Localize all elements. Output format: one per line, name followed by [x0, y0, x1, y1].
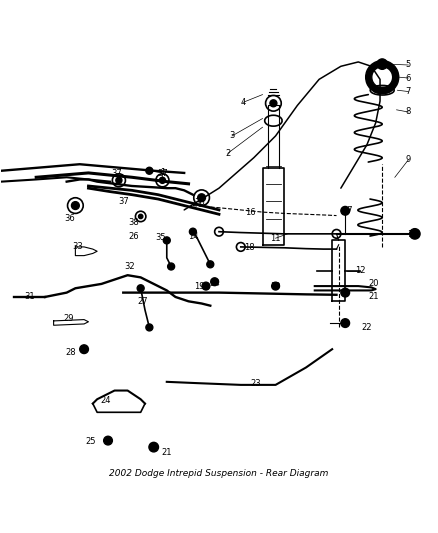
- Circle shape: [202, 282, 210, 290]
- Text: 12: 12: [355, 266, 366, 276]
- Text: 18: 18: [244, 243, 255, 252]
- Circle shape: [149, 442, 159, 452]
- Circle shape: [207, 261, 214, 268]
- Circle shape: [168, 263, 175, 270]
- Circle shape: [341, 319, 350, 327]
- Text: 21: 21: [368, 292, 379, 301]
- Text: 23: 23: [251, 378, 261, 387]
- Text: 38: 38: [129, 219, 140, 228]
- Text: 34: 34: [209, 279, 220, 287]
- Text: 31: 31: [25, 293, 35, 302]
- Text: 35: 35: [155, 233, 166, 242]
- Circle shape: [341, 206, 350, 215]
- Text: 26: 26: [129, 231, 139, 240]
- Text: 19: 19: [270, 282, 281, 292]
- Text: 22: 22: [362, 323, 372, 332]
- Polygon shape: [53, 320, 88, 325]
- Circle shape: [211, 278, 219, 286]
- Text: 16: 16: [245, 207, 256, 216]
- Circle shape: [272, 282, 279, 290]
- Circle shape: [198, 194, 205, 201]
- Text: 32: 32: [124, 262, 135, 271]
- Text: 9: 9: [406, 156, 411, 164]
- Circle shape: [410, 229, 420, 239]
- Circle shape: [377, 59, 388, 69]
- Text: 27: 27: [138, 297, 148, 306]
- Text: 19: 19: [194, 281, 205, 290]
- Circle shape: [270, 100, 277, 107]
- Circle shape: [137, 285, 144, 292]
- Text: 20: 20: [368, 279, 379, 287]
- Circle shape: [138, 214, 143, 219]
- Text: 4: 4: [240, 98, 246, 107]
- Circle shape: [163, 237, 170, 244]
- Text: 8: 8: [406, 108, 411, 117]
- Wedge shape: [366, 61, 399, 94]
- Text: 37: 37: [111, 169, 122, 178]
- Circle shape: [116, 177, 122, 183]
- Circle shape: [146, 324, 153, 331]
- Text: 11: 11: [270, 233, 281, 243]
- Circle shape: [80, 345, 88, 353]
- Text: 3: 3: [230, 132, 235, 140]
- Text: 1: 1: [160, 168, 165, 177]
- Polygon shape: [75, 247, 97, 256]
- Text: 5: 5: [406, 60, 411, 69]
- Circle shape: [159, 177, 166, 183]
- Text: 17: 17: [342, 206, 353, 215]
- Text: 25: 25: [85, 437, 96, 446]
- Text: 14: 14: [187, 231, 198, 240]
- Text: 2: 2: [225, 149, 230, 158]
- Circle shape: [189, 228, 196, 235]
- Text: 24: 24: [101, 396, 111, 405]
- Text: 28: 28: [66, 348, 76, 357]
- Circle shape: [71, 201, 79, 209]
- Circle shape: [104, 436, 113, 445]
- Circle shape: [341, 288, 350, 297]
- Text: 33: 33: [72, 243, 83, 252]
- Text: 6: 6: [406, 74, 411, 83]
- Text: 37: 37: [157, 169, 168, 178]
- Text: 37: 37: [118, 197, 129, 206]
- Text: 10: 10: [407, 230, 418, 239]
- Text: 29: 29: [64, 314, 74, 323]
- Text: 7: 7: [406, 87, 411, 96]
- Circle shape: [146, 167, 153, 174]
- Text: 21: 21: [162, 448, 172, 457]
- Text: 36: 36: [65, 214, 75, 223]
- Text: 36: 36: [194, 198, 205, 207]
- Text: 2002 Dodge Intrepid Suspension - Rear Diagram: 2002 Dodge Intrepid Suspension - Rear Di…: [110, 469, 328, 478]
